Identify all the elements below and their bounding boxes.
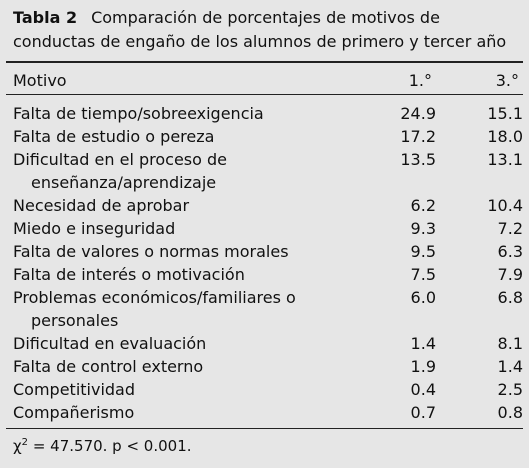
caption-label: Tabla 2 <box>13 8 78 27</box>
value-cell: 13.5 <box>400 150 436 169</box>
value-cell: 13.1 <box>487 150 523 169</box>
value-cell: 6.3 <box>497 242 523 261</box>
cell: Falta de control externo <box>13 357 204 376</box>
table-row: Dificultad en el proceso de enseñanza/apr… <box>6 148 523 194</box>
cell-line: enseñanza/aprendizaje <box>31 173 217 192</box>
cell: Miedo e inseguridad <box>13 219 176 238</box>
value-cell: 1.4 <box>497 357 523 376</box>
value-cell: 7.2 <box>497 219 523 238</box>
table-body: Falta de tiempo/sobreexigencia 24.9 15.1 Fa… <box>6 95 523 429</box>
caption-text: Comparación de porcentajes de motivos de… <box>13 8 507 51</box>
cell: Dificultad en el proceso de enseñanza/apr… <box>6 148 346 194</box>
table-row: Necesidad de aprobar 6.2 10.4 <box>6 194 523 217</box>
cell: Falta de valores o normas morales <box>13 242 289 261</box>
table-row: Falta de tiempo/sobreexigencia 24.9 15.1 <box>6 95 523 126</box>
column-header: Motivo <box>6 63 346 95</box>
cell: Dificultad en evaluación <box>13 334 207 353</box>
table-row: Problemas económicos/familiares o persona… <box>6 286 523 332</box>
value-cell: 17.2 <box>400 127 436 146</box>
table-row: Miedo e inseguridad 9.3 7.2 <box>6 217 523 240</box>
cell: Problemas económicos/familiares o persona… <box>6 286 346 332</box>
cell: Competitividad <box>13 380 136 399</box>
cell-line: Problemas económicos/familiares o <box>13 288 296 307</box>
footnote-text: = 47.570. p < 0.001. <box>32 437 192 455</box>
value-cell: 9.5 <box>410 242 436 261</box>
value-cell: 7.5 <box>410 265 436 284</box>
table-row: Falta de valores o normas morales 9.5 6.3 <box>6 240 523 263</box>
cell: Compañerismo <box>13 403 135 422</box>
value-cell: 8.1 <box>497 334 523 353</box>
footnote-superscript: 2 <box>21 437 29 448</box>
table-row: Dificultad en evaluación 1.4 8.1 <box>6 332 523 355</box>
table: Motivo 1.° 3.° Falta de tiempo/sobreexigen… <box>6 63 523 428</box>
value-cell: 6.8 <box>497 288 523 307</box>
value-cell: 18.0 <box>487 127 523 146</box>
value-cell: 0.4 <box>410 380 436 399</box>
cell: Falta de tiempo/sobreexigencia <box>13 104 264 123</box>
column-header: 3.° <box>436 63 523 95</box>
footnote: χ2 = 47.570. p < 0.001. <box>6 428 523 455</box>
table-row: Falta de interés o motivación 7.5 7.9 <box>6 263 523 286</box>
value-cell: 6.2 <box>410 196 436 215</box>
value-cell: 24.9 <box>400 104 436 123</box>
cell-line: Dificultad en el proceso de <box>13 150 228 169</box>
value-cell: 1.9 <box>410 357 436 376</box>
value-cell: 15.1 <box>487 104 523 123</box>
table-row: Compañerismo 0.7 0.8 <box>6 401 523 428</box>
value-cell: 6.0 <box>410 288 436 307</box>
cell: Falta de estudio o pereza <box>13 127 215 146</box>
value-cell: 0.8 <box>497 403 523 422</box>
cell: Falta de interés o motivación <box>13 265 245 284</box>
value-cell: 9.3 <box>410 219 436 238</box>
cell: Necesidad de aprobar <box>13 196 190 215</box>
table-row: Falta de estudio o pereza 17.2 18.0 <box>6 125 523 148</box>
value-cell: 2.5 <box>497 380 523 399</box>
table-row: Competitividad 0.4 2.5 <box>6 378 523 401</box>
table-row: Falta de control externo 1.9 1.4 <box>6 355 523 378</box>
column-header: 1.° <box>346 63 436 95</box>
cell-line: personales <box>31 311 119 330</box>
footnote-symbol: χ <box>13 437 22 455</box>
value-cell: 0.7 <box>410 403 436 422</box>
header-row: Motivo 1.° 3.° <box>6 63 523 95</box>
caption: Tabla 2 Comparación de porcentajes de mot… <box>6 6 523 63</box>
value-cell: 7.9 <box>497 265 523 284</box>
value-cell: 10.4 <box>487 196 523 215</box>
value-cell: 1.4 <box>410 334 436 353</box>
